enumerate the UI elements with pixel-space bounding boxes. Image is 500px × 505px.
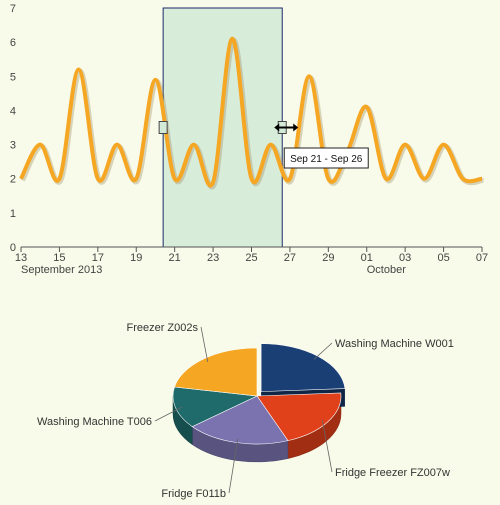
- data-point[interactable]: [422, 177, 426, 181]
- pie-leader-line: [200, 326, 209, 363]
- y-tick-label: 1: [10, 208, 16, 220]
- x-tick-label: 19: [130, 252, 142, 264]
- pie-slice[interactable]: [174, 347, 258, 397]
- x-tick-label: 13: [15, 252, 27, 264]
- x-tick-label: 21: [169, 252, 181, 264]
- x-tick-label: 29: [322, 252, 334, 264]
- x-period-label: September 2013: [21, 264, 102, 276]
- y-tick-label: 6: [10, 37, 16, 49]
- pie-slice[interactable]: [256, 392, 342, 441]
- data-point[interactable]: [326, 177, 330, 181]
- pie-slice[interactable]: [191, 395, 289, 445]
- pie-slice[interactable]: [172, 386, 259, 427]
- data-point[interactable]: [365, 105, 369, 109]
- x-tick-label: 17: [92, 252, 104, 264]
- selection-handle-left[interactable]: [158, 121, 168, 134]
- data-point[interactable]: [461, 177, 465, 181]
- y-tick-label: 3: [10, 140, 16, 152]
- data-point[interactable]: [134, 177, 138, 181]
- pie-slice-label: Washing Machine W001: [335, 338, 454, 350]
- x-tick-label: 03: [399, 252, 411, 264]
- y-tick-label: 2: [10, 174, 16, 186]
- selection-tooltip: Sep 21 - Sep 26: [283, 147, 369, 169]
- x-tick-label: 15: [53, 252, 65, 264]
- x-tick-label: 01: [361, 252, 373, 264]
- tooltip-label: Sep 21 - Sep 26: [290, 154, 363, 165]
- x-tick-label: 23: [207, 252, 219, 264]
- x-period-label: October: [367, 264, 406, 276]
- pie-slice-label: Fridge Freezer FZ007w: [335, 467, 450, 479]
- x-tick-label: 05: [437, 252, 449, 264]
- data-point[interactable]: [307, 74, 311, 78]
- selection-band[interactable]: [162, 7, 283, 248]
- data-point[interactable]: [250, 177, 254, 181]
- data-point[interactable]: [480, 177, 484, 181]
- data-point[interactable]: [384, 177, 388, 181]
- data-point[interactable]: [269, 143, 273, 147]
- pie-leader-line: [154, 406, 183, 422]
- data-point[interactable]: [77, 67, 81, 71]
- pie-chart: Washing Machine W001 Fridge Freezer FZ007…: [37, 322, 454, 500]
- pie-slice-label: Fridge F011b: [161, 488, 226, 500]
- data-point[interactable]: [230, 37, 234, 41]
- data-point[interactable]: [192, 143, 196, 147]
- pie-slice[interactable]: [260, 343, 346, 392]
- y-tick-label: 0: [10, 242, 16, 254]
- pie-slice-label: Freezer Z002s: [126, 322, 198, 334]
- data-point[interactable]: [153, 78, 157, 82]
- data-point[interactable]: [211, 180, 215, 184]
- data-point[interactable]: [96, 177, 100, 181]
- series-line[interactable]: [19, 36, 483, 188]
- x-tick-label: 25: [245, 252, 257, 264]
- y-tick-label: 4: [10, 105, 16, 117]
- data-point[interactable]: [442, 143, 446, 147]
- y-tick-label: 7: [10, 3, 16, 15]
- resize-cursor-icon: [274, 123, 299, 132]
- data-point[interactable]: [403, 143, 407, 147]
- data-point[interactable]: [57, 177, 61, 181]
- data-point[interactable]: [173, 177, 177, 181]
- pie-leader-line: [313, 342, 333, 360]
- pie-leader-line: [228, 438, 239, 494]
- data-point[interactable]: [288, 177, 292, 181]
- data-point[interactable]: [19, 177, 23, 181]
- x-tick-label: 07: [476, 252, 488, 264]
- pie-leader-line: [321, 419, 333, 473]
- x-tick-label: 27: [284, 252, 296, 264]
- pie-slice-label: Washing Machine T006: [37, 416, 152, 428]
- data-point[interactable]: [115, 143, 119, 147]
- y-tick-label: 5: [10, 71, 16, 83]
- data-point[interactable]: [38, 143, 42, 147]
